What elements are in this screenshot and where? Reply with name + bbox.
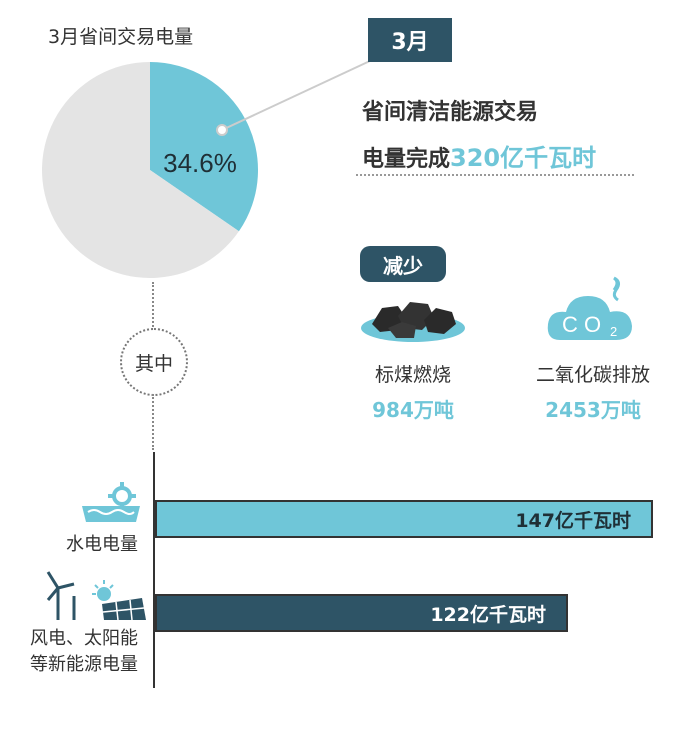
month-badge: 3月 — [368, 18, 452, 62]
category-label-hydro: 水电电量 — [50, 532, 154, 558]
headline-line2: 电量完成320亿千瓦时 — [362, 138, 662, 173]
headline-line1: 省间清洁能源交易 — [362, 100, 539, 125]
leader-dot — [216, 124, 228, 136]
pie-title: 3月省间交易电量 — [48, 26, 194, 48]
category-label-wind-solar: 风电、太阳能 等新能源电量 — [14, 626, 154, 678]
bar-hydro: 147亿千瓦时 — [155, 500, 653, 538]
wind-solar-icon — [46, 571, 146, 621]
pie-slice-0 — [150, 62, 258, 232]
breakdown-title: 其中 — [120, 328, 188, 396]
pie-slice-1 — [41, 62, 239, 278]
category-label-hydro-line: 水电电量 — [66, 534, 138, 555]
coal-label: 标煤燃烧 — [374, 364, 451, 386]
connector-dots-top — [152, 282, 154, 330]
category-label-wind-solar-line2: 等新能源电量 — [30, 654, 138, 675]
reduce-badge: 减少 — [360, 246, 446, 282]
dotted-divider — [356, 174, 634, 176]
category-label-wind-solar-line1: 风电、太阳能 — [30, 628, 138, 649]
hydro-dam-icon — [82, 482, 140, 522]
bar-wind-solar: 122亿千瓦时 — [155, 594, 568, 632]
headline-value: 320亿千瓦时 — [450, 144, 597, 172]
svg-text:2: 2 — [610, 324, 617, 339]
co2-label: 二氧化碳排放 — [535, 364, 650, 386]
pie-chart: 34.6% — [41, 62, 258, 278]
bar-axis — [153, 452, 155, 688]
coal-value: 984万吨 — [372, 398, 454, 422]
headline-prefix: 电量完成 — [362, 147, 451, 172]
svg-text:C O: C O — [562, 312, 601, 337]
co2-cloud-icon: C O 2 — [547, 276, 632, 340]
coal-icon — [361, 302, 465, 342]
pie-slice-label: 34.6% — [163, 148, 237, 178]
co2-value: 2453万吨 — [545, 398, 641, 422]
connector-dots-bottom — [152, 394, 154, 450]
